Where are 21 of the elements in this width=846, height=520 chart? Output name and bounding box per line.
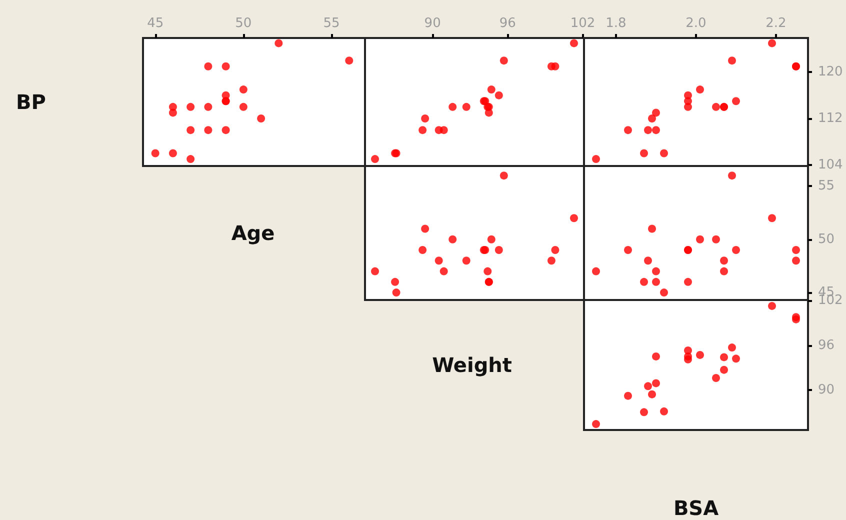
x-axis-title: BSA (673, 496, 720, 520)
y-axis-title: Age (231, 221, 275, 245)
y-tick-label: 112 (818, 111, 843, 126)
y-axis-title: Weight (432, 353, 512, 377)
x-tick-label: 1.8 (606, 16, 626, 31)
y-axis-title: BP (16, 90, 46, 114)
x-tick-label: 50 (235, 16, 252, 31)
y-tick-label: 50 (818, 232, 835, 247)
y-tick-label: 102 (818, 293, 843, 308)
x-tick-label: 45 (147, 16, 164, 31)
y-tick-label: 90 (818, 382, 835, 398)
x-tick-label: 55 (323, 16, 340, 31)
y-tick-label: 55 (818, 178, 835, 194)
x-tick-label: 96 (499, 16, 516, 31)
x-tick-label: 2.2 (766, 16, 786, 31)
x-tick-label: 90 (424, 16, 441, 31)
y-tick-label: 104 (818, 157, 843, 172)
y-tick-label: 96 (818, 338, 835, 353)
x-tick-label: 102 (570, 16, 596, 31)
y-tick-label: 120 (818, 64, 843, 80)
x-tick-label: 2.0 (686, 16, 706, 31)
